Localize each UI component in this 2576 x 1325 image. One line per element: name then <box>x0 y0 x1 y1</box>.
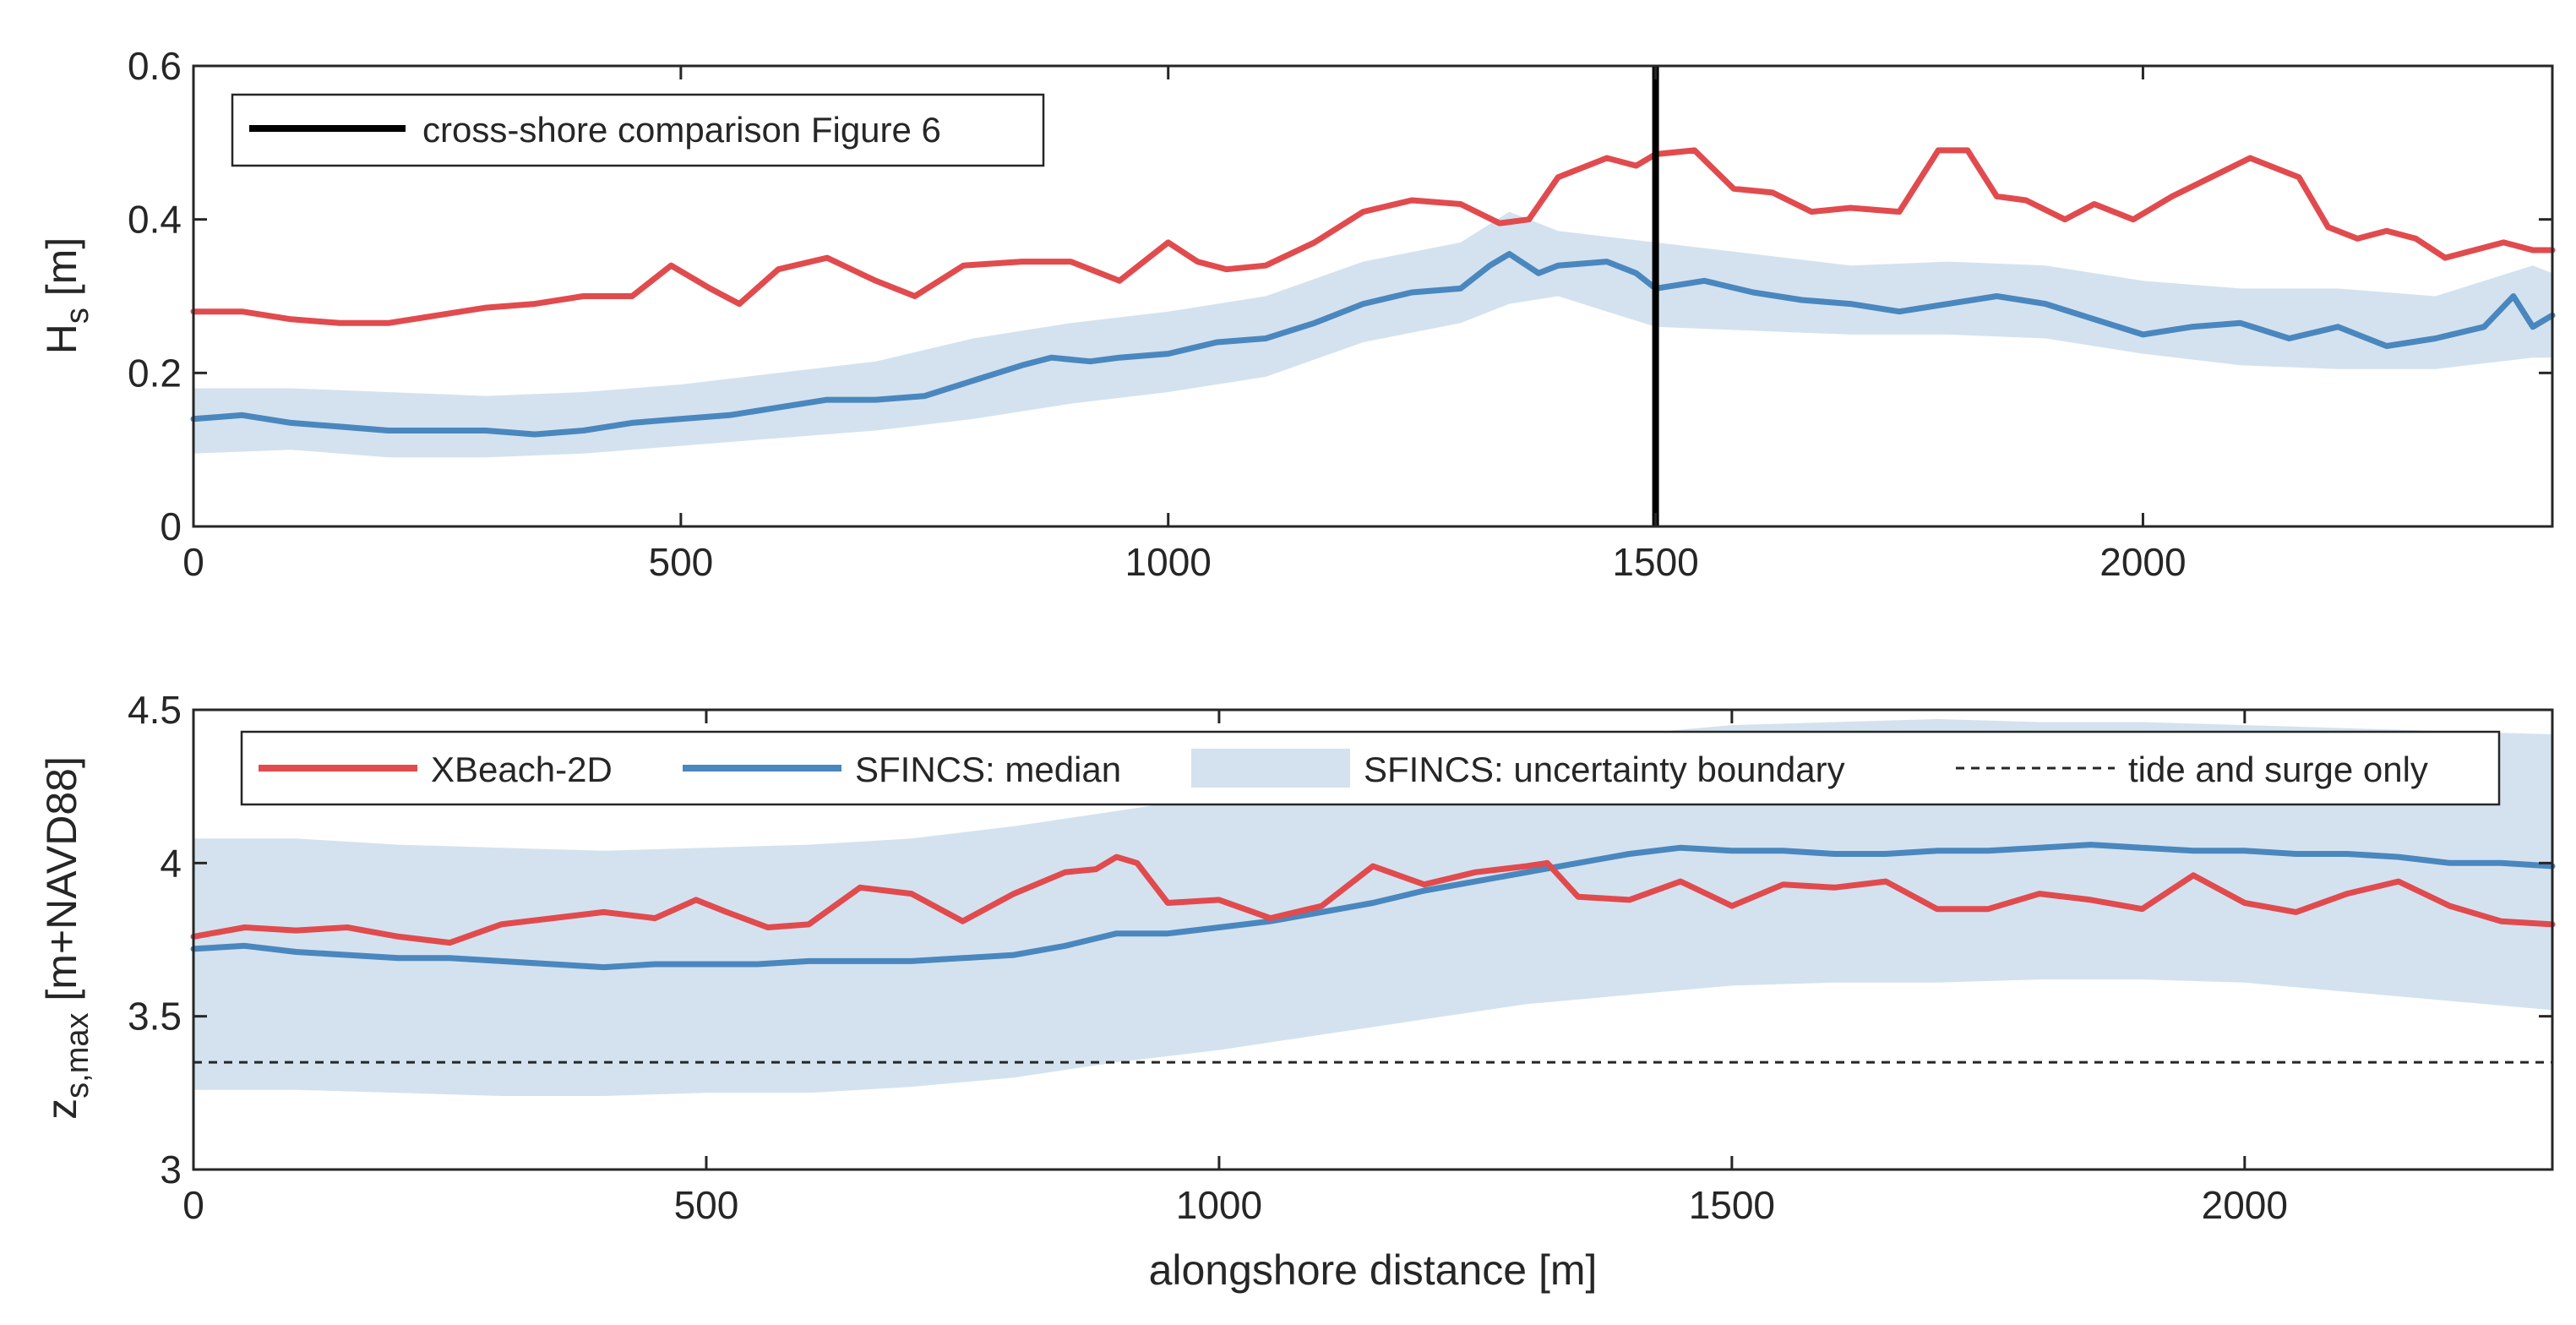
legend-label-uncertainty: SFINCS: uncertainty boundary <box>1364 750 1845 789</box>
top-sfincs-median-line <box>190 251 2556 438</box>
bottom-x-tick-label: 1000 <box>1176 1183 1262 1227</box>
bottom-x-tick-label: 2000 <box>2202 1183 2288 1227</box>
legend-label-tide-surge: tide and surge only <box>2128 750 2428 789</box>
bottom-x-tick-label: 1500 <box>1689 1183 1775 1227</box>
legend-label-xbeach: XBeach-2D <box>431 750 613 789</box>
top-uncertainty-band <box>193 211 2552 458</box>
bottom-y-tick-label: 4 <box>160 841 182 885</box>
bottom-uncertainty-band-group <box>193 718 2552 1096</box>
top-legend: cross-shore comparison Figure 6 <box>231 93 1045 167</box>
bottom-y-axis-label: zs,max [m+NAVD88] <box>38 756 95 1120</box>
top-y-tick-label: 0.4 <box>128 198 182 242</box>
top-series-group <box>190 147 2556 438</box>
legend-label-sfincs-median: SFINCS: median <box>855 750 1121 789</box>
bottom-x-tick-label: 500 <box>674 1183 739 1227</box>
top-x-tick-label: 2000 <box>2099 540 2186 584</box>
bottom-y-tick-label: 4.5 <box>128 688 182 732</box>
bottom-panel: 0 500 1000 1500 2000 3 3.5 4 4.5 XBeach-2D SFINC… <box>38 688 2556 1294</box>
top-xbeach-line <box>190 147 2556 326</box>
bottom-sfincs-median-line <box>190 842 2556 971</box>
bottom-uncertainty-band <box>193 718 2552 1096</box>
top-y-tick-label: 0.2 <box>128 351 182 395</box>
bottom-axis-ticks: 0 500 1000 1500 2000 3 3.5 4 4.5 <box>128 688 2552 1227</box>
legend-swatch-uncertainty <box>1191 749 1350 788</box>
top-y-tick-label: 0.6 <box>128 44 182 88</box>
bottom-plot-frame <box>192 708 2554 1171</box>
top-legend-label: cross-shore comparison Figure 6 <box>422 110 941 150</box>
bottom-y-tick-label: 3.5 <box>128 995 182 1039</box>
bottom-y-tick-label: 3 <box>160 1148 182 1191</box>
bottom-x-axis-label: alongshore distance [m] <box>1149 1246 1598 1294</box>
top-x-tick-label: 1500 <box>1612 540 1698 584</box>
top-x-tick-label: 0 <box>182 540 204 584</box>
bottom-series-group <box>190 842 2556 971</box>
top-axis-ticks: 0 500 1000 1500 2000 0 0.2 0.4 0.6 <box>128 44 2552 584</box>
top-plot-frame <box>192 64 2554 528</box>
bottom-legend-box <box>240 730 2501 806</box>
bottom-xbeach-line <box>190 853 2556 946</box>
top-y-axis-label: Hs [m] <box>38 237 95 354</box>
top-x-tick-label: 1000 <box>1125 540 1212 584</box>
top-uncertainty-band-group <box>193 211 2552 458</box>
top-x-tick-label: 500 <box>648 540 713 584</box>
bottom-legend: XBeach-2D SFINCS: median SFINCS: uncerta… <box>240 730 2501 806</box>
top-y-tick-label: 0 <box>160 504 182 548</box>
bottom-x-tick-label: 0 <box>182 1183 204 1227</box>
top-panel: 0 500 1000 1500 2000 0 0.2 0.4 0.6 cross-shore c… <box>38 44 2556 584</box>
